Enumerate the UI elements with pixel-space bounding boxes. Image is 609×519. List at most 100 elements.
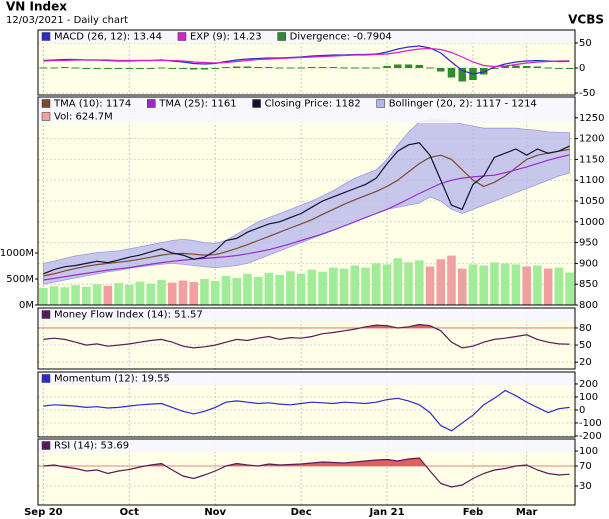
legend-swatch	[147, 99, 156, 108]
y-tick-label: 80	[579, 323, 592, 334]
divergence-bar	[512, 65, 520, 68]
divergence-bar	[555, 68, 563, 69]
chart-title: VN Index	[6, 0, 67, 14]
volume-bar	[543, 268, 553, 305]
divergence-bar	[168, 68, 177, 69]
series-line	[43, 154, 570, 281]
legend-label: Momentum (12): 19.55	[54, 374, 170, 385]
divergence-bar	[275, 67, 284, 69]
legend-label: EXP (9): 14.23	[190, 32, 262, 43]
panel-border	[37, 96, 576, 306]
legend-swatch	[41, 441, 51, 450]
volume-bar	[318, 271, 327, 305]
divergence-bar	[501, 66, 509, 68]
panel-border	[37, 29, 576, 96]
legend-background	[38, 308, 575, 321]
divergence-bar	[351, 67, 359, 69]
volume-bar	[210, 281, 220, 305]
divergence-bar	[265, 67, 273, 68]
volume-bar	[339, 268, 349, 305]
divergence-bar	[533, 66, 542, 68]
legend-label: MACD (26, 12): 13.44	[54, 32, 162, 43]
volume-bar	[286, 271, 295, 305]
legend-swatch	[41, 112, 51, 121]
legend-label: TMA (25): 1161	[158, 99, 236, 110]
volume-bar	[189, 282, 199, 305]
volume-bar	[490, 262, 499, 305]
legend-label: Money Flow Index (14): 51.57	[54, 310, 203, 321]
y-tick-label: 1250	[579, 113, 604, 124]
y-tick-label: 70	[579, 461, 592, 472]
divergence-bar	[104, 68, 112, 69]
x-tick-label: Jan 21	[369, 507, 405, 518]
divergence-bar	[222, 67, 230, 68]
legend-swatch	[376, 99, 385, 108]
divergence-bar	[286, 67, 295, 69]
legend-label: Divergence: -0.7904	[290, 32, 392, 43]
divergence-bar	[71, 67, 80, 69]
y-tick-label: 1150	[579, 154, 604, 165]
volume-bar	[135, 281, 145, 305]
volume-bar	[114, 283, 123, 305]
volume-bar	[414, 260, 424, 305]
legend-swatch	[277, 32, 286, 41]
volume-bar	[307, 269, 317, 305]
y-tick-label: 100	[579, 392, 598, 403]
source-label: VCBS	[568, 13, 604, 27]
divergence-bar	[211, 68, 219, 69]
volume-bar	[124, 284, 134, 305]
volume-bar	[522, 266, 531, 305]
x-tick-label: Sep 20	[24, 507, 63, 518]
divergence-bar	[436, 68, 445, 72]
divergence-bar	[179, 68, 187, 69]
volume-bar	[60, 287, 70, 305]
volume-bar	[565, 272, 574, 305]
y2-tick-label: 0M	[19, 300, 34, 311]
x-tick-label: Oct	[120, 507, 139, 518]
legend-swatch	[41, 310, 51, 319]
legend-swatch	[177, 32, 187, 41]
volume-bar	[554, 267, 564, 305]
y-tick-label: 950	[579, 238, 598, 249]
divergence-bar	[157, 67, 166, 69]
plot-area	[38, 308, 575, 369]
legend-label: Vol: 624.7M	[54, 112, 113, 123]
volume-bar	[468, 264, 478, 305]
legend-label: RSI (14): 53.69	[54, 441, 129, 452]
bollinger-band	[42, 119, 571, 285]
threshold-fill	[43, 458, 570, 466]
series-line	[43, 389, 570, 432]
divergence-bar	[544, 67, 552, 69]
y-tick-label: 900	[579, 258, 598, 269]
divergence-bar	[308, 67, 316, 68]
volume-bar	[393, 258, 403, 305]
volume-bar	[253, 276, 263, 305]
y-tick-label: 1050	[579, 196, 604, 207]
volume-bar	[157, 280, 166, 305]
plot-area	[38, 97, 575, 305]
divergence-bar	[404, 64, 413, 68]
y-tick-label: 1200	[579, 134, 604, 145]
legend-swatch	[41, 99, 51, 108]
panel-border	[37, 307, 576, 370]
volume-bar	[350, 265, 360, 305]
divergence-bar	[254, 67, 262, 68]
y-tick-label: 800	[579, 300, 598, 311]
legend-background	[38, 97, 575, 123]
divergence-bar	[147, 68, 155, 69]
volume-bar	[500, 263, 510, 305]
volume-bar	[146, 283, 156, 305]
divergence-bar	[114, 68, 123, 69]
series-line	[43, 148, 570, 277]
divergence-bar	[297, 67, 305, 69]
volume-bar	[232, 277, 241, 305]
y-tick-label: 50	[579, 38, 592, 49]
y2-tick-label: 500M	[6, 274, 34, 285]
volume-bar	[479, 265, 489, 305]
divergence-bar	[50, 67, 58, 69]
volume-bar	[372, 263, 381, 305]
y-tick-label: 850	[579, 279, 598, 290]
divergence-bar	[243, 66, 252, 68]
divergence-bar	[39, 67, 48, 69]
